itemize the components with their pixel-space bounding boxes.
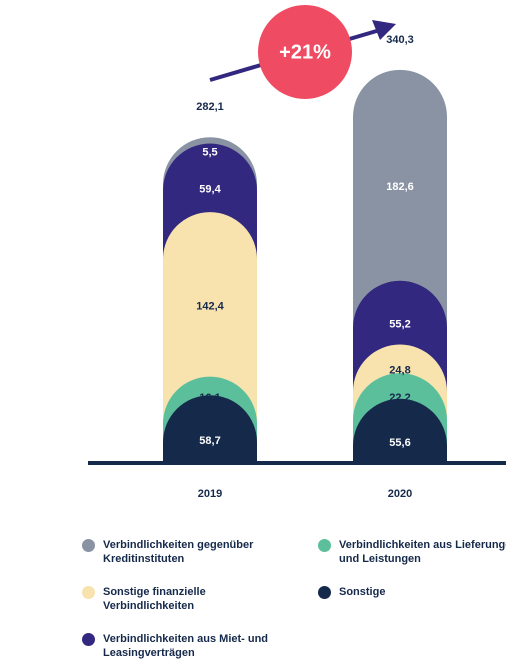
bar-segment <box>163 395 257 463</box>
legend-label: Sonstige <box>339 586 386 598</box>
value-label: 24,8 <box>389 365 410 377</box>
growth-badge <box>258 5 352 99</box>
arrow-head <box>372 20 396 40</box>
bar-segment <box>353 398 447 463</box>
growth-label: +21% <box>279 41 331 63</box>
legend-swatch <box>82 539 95 552</box>
legend-label: Verbindlichkeiten aus Miet- und Leasingv… <box>103 633 269 659</box>
value-label: 142,4 <box>196 300 224 312</box>
x-tick-label: 2020 <box>388 488 412 500</box>
value-label: 5,5 <box>202 146 217 158</box>
value-label: 22,2 <box>389 392 410 404</box>
value-label: 16,1 <box>199 392 220 404</box>
value-label: 182,6 <box>386 181 414 193</box>
legend-swatch <box>318 539 331 552</box>
total-label: 340,3 <box>386 34 414 46</box>
value-label: 55,2 <box>389 319 410 331</box>
total-label: 282,1 <box>196 101 224 113</box>
value-label: 55,6 <box>389 437 410 449</box>
legend-swatch <box>82 586 95 599</box>
x-tick-label: 2019 <box>198 488 222 500</box>
legend-label: Sonstige finanzielle Verbindlichkeiten <box>103 586 206 612</box>
legend-label: Verbindlichkeiten aus Lieferungen und Le… <box>339 539 506 565</box>
legend-swatch <box>82 633 95 646</box>
legend-swatch <box>318 586 331 599</box>
value-label: 59,4 <box>199 184 221 196</box>
value-label: 58,7 <box>199 435 220 447</box>
legend-label: Verbindlichkeiten gegenüber Kreditinstit… <box>103 539 254 565</box>
